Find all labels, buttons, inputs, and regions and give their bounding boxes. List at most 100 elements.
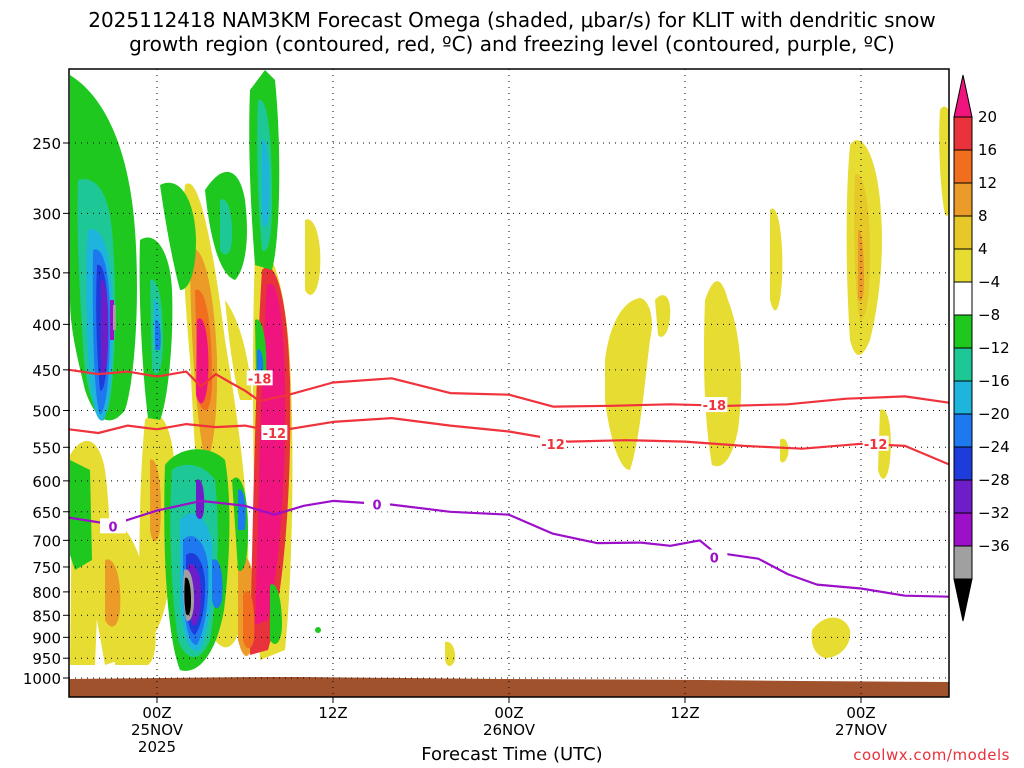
contour-label: -12 bbox=[541, 438, 565, 453]
contour-label: 0 bbox=[108, 520, 117, 535]
y-tick-label: 900 bbox=[32, 629, 61, 647]
y-tick-label: 350 bbox=[32, 265, 61, 283]
contour-label-bg bbox=[701, 549, 728, 565]
omega-blob bbox=[101, 279, 109, 375]
y-tick-label: 450 bbox=[32, 362, 61, 380]
colorbar-swatch bbox=[953, 149, 973, 184]
y-tick-label: 300 bbox=[32, 205, 61, 223]
omega-blob bbox=[150, 459, 161, 542]
contours bbox=[69, 368, 949, 598]
colorbar-label: −32 bbox=[978, 504, 1010, 522]
omega-blob bbox=[858, 229, 864, 301]
omega-blob bbox=[212, 559, 223, 609]
isotherm-0-line bbox=[69, 499, 949, 598]
colorbar-label: −12 bbox=[978, 339, 1010, 357]
omega-blob bbox=[262, 139, 270, 228]
colorbar-swatch bbox=[953, 380, 973, 415]
colorbar-label: −24 bbox=[978, 438, 1010, 456]
y-tick-label: 600 bbox=[32, 473, 61, 491]
colorbar-label: 16 bbox=[978, 141, 997, 159]
colorbar-swatch bbox=[953, 479, 973, 514]
omega-blob bbox=[605, 298, 652, 470]
colorbar-swatch bbox=[953, 446, 973, 481]
contour-label-bg bbox=[540, 435, 566, 451]
contour-label-bg bbox=[364, 496, 390, 512]
x-tick-label: 00Z bbox=[846, 704, 875, 722]
contour-label: -18 bbox=[703, 399, 727, 414]
omega-blob bbox=[780, 438, 789, 463]
omega-blob bbox=[113, 305, 116, 330]
omega-blob bbox=[160, 182, 196, 290]
colorbar-swatch bbox=[953, 182, 973, 217]
y-tick-label: 250 bbox=[32, 135, 61, 153]
omega-blob bbox=[811, 617, 851, 658]
omega-blob bbox=[243, 591, 255, 649]
contour-label-bg bbox=[100, 518, 126, 534]
chart-title-line1: 2025112418 NAM3KM Forecast Omega (shaded… bbox=[88, 8, 936, 32]
x-tick-label: 2025 bbox=[138, 738, 176, 756]
colorbar-label: −36 bbox=[978, 537, 1010, 555]
omega-blob bbox=[703, 281, 742, 467]
omega-blob bbox=[655, 295, 671, 337]
colorbar-label: −8 bbox=[978, 306, 1000, 324]
x-tick-label: 12Z bbox=[670, 704, 699, 722]
x-tick-label: 00Z bbox=[142, 704, 171, 722]
y-tick-label: 800 bbox=[32, 584, 61, 602]
contour-label-bg bbox=[246, 370, 273, 386]
omega-blob bbox=[196, 479, 205, 520]
colorbar-label: 4 bbox=[978, 240, 988, 258]
omega-blob bbox=[238, 489, 246, 530]
omega-blob bbox=[184, 577, 191, 616]
y-tick-label: 950 bbox=[32, 650, 61, 668]
x-tick-label: 25NOV bbox=[131, 721, 184, 739]
colorbar-label: −16 bbox=[978, 372, 1010, 390]
omega-blob bbox=[305, 219, 321, 295]
colorbar-swatch bbox=[953, 545, 973, 580]
colorbar-swatch bbox=[953, 215, 973, 250]
chart-title-line2: growth region (contoured, red, ºC) and f… bbox=[129, 32, 895, 56]
omega-blob bbox=[105, 559, 121, 627]
x-tick-label: 27NOV bbox=[835, 721, 888, 739]
contour-label: -12 bbox=[263, 427, 287, 442]
y-tick-label: 850 bbox=[32, 607, 61, 625]
omega-blob bbox=[257, 349, 264, 375]
y-tick-label: 400 bbox=[32, 316, 61, 334]
y-tick-label: 1000 bbox=[23, 670, 61, 688]
contour-labels: -18 -18 -12 -12 -12 0 0 0 bbox=[100, 370, 889, 567]
x-tick-label: 00Z bbox=[494, 704, 523, 722]
y-tick-label: 700 bbox=[32, 532, 61, 550]
colorbar-top-extend bbox=[953, 74, 973, 118]
omega-blob bbox=[155, 319, 161, 350]
contour-label-bg bbox=[862, 435, 889, 451]
site-credit: coolwx.com/models bbox=[853, 746, 1010, 764]
omega-blob bbox=[70, 460, 92, 570]
y-tick-label: 500 bbox=[32, 403, 61, 421]
contour-label-bg bbox=[261, 424, 288, 440]
omega-blob bbox=[225, 300, 252, 400]
contour-label: -18 bbox=[248, 372, 272, 387]
colorbar-label: −4 bbox=[978, 273, 1000, 291]
contour-label: 0 bbox=[710, 552, 719, 567]
colorbar: 20 16 12 8 4 −4 −8 −12 −16 −20 −24 −28 −32 −36 bbox=[953, 74, 1010, 622]
omega-blob bbox=[770, 208, 783, 311]
colorbar-label: 12 bbox=[978, 174, 997, 192]
colorbar-label: −28 bbox=[978, 471, 1010, 489]
contour-label: -12 bbox=[864, 438, 888, 453]
x-tick-label: 26NOV bbox=[483, 721, 536, 739]
colorbar-swatch bbox=[953, 413, 973, 448]
colorbar-label: 20 bbox=[978, 108, 997, 126]
colorbar-bottom-extend bbox=[953, 578, 973, 622]
omega-blob bbox=[315, 627, 321, 633]
colorbar-swatch bbox=[953, 281, 973, 316]
omega-blob bbox=[939, 106, 949, 216]
omega-blob bbox=[270, 584, 282, 645]
y-tick-label: 750 bbox=[32, 559, 61, 577]
omega-blob bbox=[445, 641, 456, 666]
colorbar-swatch bbox=[953, 347, 973, 382]
contour-label: 0 bbox=[372, 499, 381, 514]
colorbar-label: 8 bbox=[978, 207, 988, 225]
y-tick-label: 650 bbox=[32, 504, 61, 522]
omega-shading bbox=[70, 70, 949, 671]
